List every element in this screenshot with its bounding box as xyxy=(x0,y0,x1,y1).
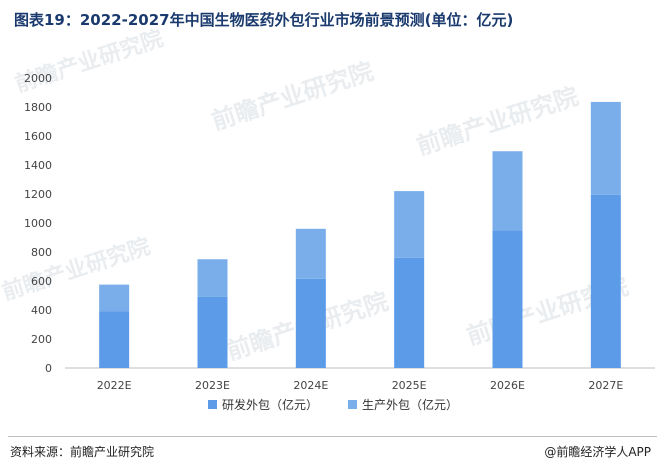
legend-label-1: 生产外包（亿元） xyxy=(362,397,458,412)
bar-2027E-series-0 xyxy=(590,194,621,368)
bar-2025E-series-1 xyxy=(394,191,425,258)
bar-2023E-series-0 xyxy=(197,296,228,368)
bar-2027E-series-1 xyxy=(590,101,621,195)
footer-divider xyxy=(8,436,657,437)
bar-2023E-series-1 xyxy=(197,259,228,297)
y-tick-label-1000: 1000 xyxy=(24,217,52,230)
legend-swatch-0 xyxy=(208,400,217,409)
bar-2022E-series-0 xyxy=(99,311,130,368)
legend-swatch-1 xyxy=(348,400,357,409)
source-note: 资料来源：前瞻产业研究院 xyxy=(10,445,155,459)
credit-note: @前瞻经济学人APP xyxy=(544,445,651,459)
watermark-5: 前瞻产业研究院 xyxy=(0,233,153,305)
legend: 研发外包（亿元） 生产外包（亿元） xyxy=(208,397,458,412)
x-tick-label-2022E: 2022E xyxy=(97,379,132,392)
watermark-2: 前瞻产业研究院 xyxy=(413,82,581,161)
y-tick-label-200: 200 xyxy=(31,333,52,346)
y-tick-label-1800: 1800 xyxy=(24,101,52,114)
watermark-1: 前瞻产业研究院 xyxy=(208,57,376,136)
x-tick-label-2026E: 2026E xyxy=(490,379,525,392)
y-tick-label-1600: 1600 xyxy=(24,130,52,143)
legend-label-0: 研发外包（亿元） xyxy=(222,397,318,412)
bar-2022E-series-1 xyxy=(99,284,130,312)
y-tick-label-800: 800 xyxy=(31,246,52,259)
x-tick-label-2023E: 2023E xyxy=(195,379,230,392)
bar-2025E-series-0 xyxy=(394,257,425,368)
bar-2024E-series-1 xyxy=(295,228,326,279)
bar-2026E-series-1 xyxy=(492,151,523,231)
y-tick-label-400: 400 xyxy=(31,304,52,317)
bars xyxy=(99,101,621,368)
x-tick-label-2024E: 2024E xyxy=(293,379,328,392)
x-axis-ticks: 2022E 2023E 2024E 2025E 2026E 2027E xyxy=(97,379,624,392)
bar-2024E-series-0 xyxy=(295,278,326,368)
y-axis-ticks: 0 200 400 600 800 1000 1200 1400 1600 1800 2000 xyxy=(24,72,52,375)
y-tick-label-1400: 1400 xyxy=(24,159,52,172)
y-tick-label-600: 600 xyxy=(31,275,52,288)
x-tick-label-2027E: 2027E xyxy=(588,379,623,392)
y-tick-label-2000: 2000 xyxy=(24,72,52,85)
chart-title: 图表19：2022-2027年中国生物医药外包行业市场前景预测(单位：亿元) xyxy=(14,11,514,29)
y-tick-label-0: 0 xyxy=(45,362,52,375)
bar-2026E-series-0 xyxy=(492,230,523,368)
x-tick-label-2025E: 2025E xyxy=(392,379,427,392)
y-tick-label-1200: 1200 xyxy=(24,188,52,201)
watermark-0: 前瞻产业研究院 xyxy=(12,25,167,97)
